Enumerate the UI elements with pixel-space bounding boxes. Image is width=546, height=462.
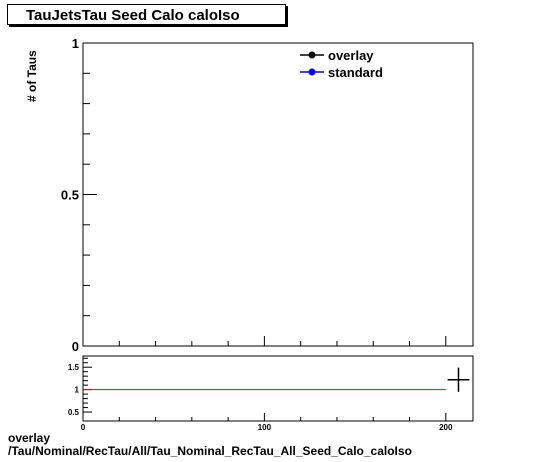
- legend-marker-overlay: [308, 51, 316, 59]
- caption: overlay /Tau/Nominal/RecTau/All/Tau_Nomi…: [8, 432, 412, 458]
- ratio-y-tick-label: 0.5: [68, 408, 80, 417]
- ratio-y-tick-label: 1: [75, 386, 80, 395]
- chart-title: TauJetsTau Seed Calo caloIso: [7, 4, 286, 25]
- ratio-y-tick-label: 1.5: [68, 363, 80, 372]
- main-y-tick-label: 0: [72, 339, 79, 354]
- caption-line-1: overlay: [8, 431, 51, 445]
- main-y-tick-label: 1: [72, 36, 79, 51]
- legend-label-overlay: overlay: [328, 48, 374, 63]
- ratio-x-tick-label: 0: [81, 423, 86, 432]
- ratio-x-tick-label: 200: [439, 423, 453, 432]
- main-y-tick-label: 0.5: [61, 188, 79, 203]
- caption-line-2: /Tau/Nominal/RecTau/All/Tau_Nominal_RecT…: [8, 444, 412, 458]
- legend-label-standard: standard: [328, 65, 383, 80]
- main-plot-frame: [82, 42, 474, 347]
- legend-marker-standard: [308, 68, 316, 76]
- ratio-x-tick-label: 100: [258, 423, 272, 432]
- ratio-plot-frame: [82, 355, 474, 422]
